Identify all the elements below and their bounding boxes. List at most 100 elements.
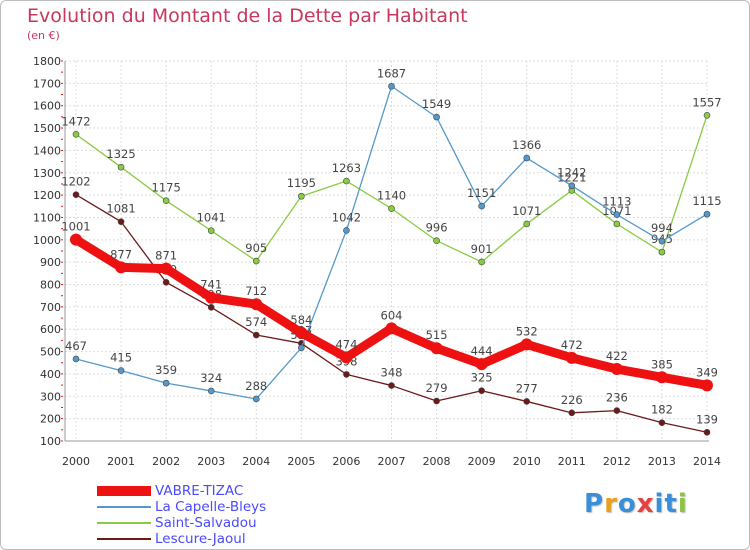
data-label-vabre-tizac: 741 <box>200 278 222 292</box>
y-tick-label: 1700 <box>33 77 61 90</box>
legend-label: Saint-Salvadou <box>155 515 257 531</box>
data-point-la-capelle-bleys <box>72 355 80 363</box>
data-point-lescure-jaoul <box>343 371 350 378</box>
data-label-vabre-tizac: 422 <box>606 349 628 363</box>
data-point-lescure-jaoul <box>252 331 260 339</box>
legend-item: Lescure-Jaoul <box>97 531 397 547</box>
data-label-lescure-jaoul: 1202 <box>61 175 90 189</box>
x-tick-label: 2009 <box>468 455 496 468</box>
y-tick-label: 200 <box>40 413 61 426</box>
x-tick-label: 2005 <box>287 455 315 468</box>
data-label-vabre-tizac: 474 <box>335 337 357 351</box>
x-tick-label: 2002 <box>152 455 180 468</box>
proxiti-logo: Proxiti <box>584 489 688 519</box>
data-label-lescure-jaoul: 1081 <box>106 202 135 216</box>
data-point-vabre-tizac <box>655 371 668 384</box>
data-label-la-capelle-bleys: 1151 <box>467 186 496 200</box>
data-point-saint-salvadou <box>613 220 621 228</box>
data-point-la-capelle-bleys <box>388 82 395 90</box>
data-point-saint-salvadou <box>703 112 711 119</box>
data-point-la-capelle-bleys <box>298 344 305 352</box>
data-label-vabre-tizac: 349 <box>696 365 718 379</box>
data-point-lescure-jaoul <box>703 428 711 436</box>
y-tick-label: 500 <box>40 346 61 359</box>
data-point-lescure-jaoul <box>117 218 125 226</box>
data-label-la-capelle-bleys: 467 <box>65 339 87 353</box>
data-point-vabre-tizac <box>340 351 353 364</box>
x-tick-label: 2003 <box>197 455 225 468</box>
y-tick-label: 1800 <box>33 55 61 68</box>
y-tick-label: 300 <box>40 390 61 403</box>
legend-swatch <box>97 506 151 508</box>
data-label-saint-salvadou: 1041 <box>197 211 226 225</box>
data-point-vabre-tizac <box>70 233 82 246</box>
data-label-la-capelle-bleys: 1242 <box>557 166 586 180</box>
plot-area <box>65 61 709 441</box>
data-point-saint-salvadou <box>207 227 215 234</box>
data-point-la-capelle-bleys <box>207 387 215 395</box>
data-label-saint-salvadou: 1325 <box>106 147 135 161</box>
y-tick-label: 1200 <box>33 189 61 202</box>
data-label-saint-salvadou: 1071 <box>512 204 541 218</box>
data-label-vabre-tizac: 385 <box>651 357 673 371</box>
data-point-saint-salvadou <box>72 131 80 138</box>
data-label-vabre-tizac: 712 <box>245 284 267 298</box>
legend-label: Lescure-Jaoul <box>155 531 246 547</box>
data-label-lescure-jaoul: 236 <box>606 391 628 405</box>
data-point-saint-salvadou <box>388 205 395 212</box>
y-tick-label: 1400 <box>33 144 61 157</box>
data-point-saint-salvadou <box>478 258 485 266</box>
data-point-vabre-tizac <box>295 326 308 339</box>
x-tick-label: 2008 <box>423 455 451 468</box>
y-tick-label: 1600 <box>33 100 61 113</box>
data-label-saint-salvadou: 901 <box>471 242 493 256</box>
data-point-lescure-jaoul <box>433 397 440 405</box>
data-label-vabre-tizac: 444 <box>471 344 493 358</box>
data-point-la-capelle-bleys <box>478 202 485 210</box>
data-point-vabre-tizac <box>250 298 263 311</box>
data-label-saint-salvadou: 1263 <box>332 161 361 175</box>
data-label-saint-salvadou: 1071 <box>602 204 631 218</box>
data-label-saint-salvadou: 1195 <box>287 176 316 190</box>
data-label-saint-salvadou: 1140 <box>377 189 406 203</box>
data-label-la-capelle-bleys: 415 <box>110 351 132 365</box>
data-label-saint-salvadou: 1175 <box>152 181 181 195</box>
data-label-vabre-tizac: 604 <box>381 308 403 322</box>
legend-swatch <box>97 522 151 524</box>
data-point-saint-salvadou <box>252 257 260 265</box>
y-tick-label: 1300 <box>33 167 61 180</box>
data-label-lescure-jaoul: 277 <box>516 381 538 395</box>
data-label-la-capelle-bleys: 1115 <box>692 194 721 208</box>
y-tick-label: 600 <box>40 323 61 336</box>
data-point-vabre-tizac <box>565 351 578 364</box>
data-point-saint-salvadou <box>117 163 125 171</box>
y-tick-label: 800 <box>40 279 61 292</box>
data-label-la-capelle-bleys: 1113 <box>602 195 631 209</box>
data-label-vabre-tizac: 472 <box>561 338 583 352</box>
legend-label: VABRE-TIZAC <box>155 483 244 499</box>
data-label-saint-salvadou: 996 <box>426 221 448 235</box>
legend-item: La Capelle-Bleys <box>97 499 397 515</box>
data-point-la-capelle-bleys <box>117 367 125 374</box>
data-point-lescure-jaoul <box>568 409 576 417</box>
x-tick-label: 2010 <box>513 455 541 468</box>
data-label-la-capelle-bleys: 1042 <box>332 210 361 224</box>
x-tick-label: 2006 <box>332 455 360 468</box>
x-tick-label: 2014 <box>693 455 721 468</box>
x-tick-label: 2007 <box>378 455 406 468</box>
y-tick-label: 1100 <box>33 211 61 224</box>
data-point-lescure-jaoul <box>207 304 215 311</box>
data-label-saint-salvadou: 1557 <box>692 95 721 109</box>
data-label-saint-salvadou: 905 <box>245 241 267 255</box>
x-tick-label: 2004 <box>242 455 270 468</box>
data-point-vabre-tizac <box>115 261 128 274</box>
data-point-vabre-tizac <box>701 379 713 392</box>
legend-item: Saint-Salvadou <box>97 515 397 531</box>
data-point-la-capelle-bleys <box>252 395 260 403</box>
data-label-vabre-tizac: 871 <box>155 249 177 263</box>
data-point-lescure-jaoul <box>658 419 666 426</box>
data-label-la-capelle-bleys: 1366 <box>512 138 541 152</box>
data-point-saint-salvadou <box>523 220 531 228</box>
data-label-la-capelle-bleys: 1549 <box>422 97 451 111</box>
